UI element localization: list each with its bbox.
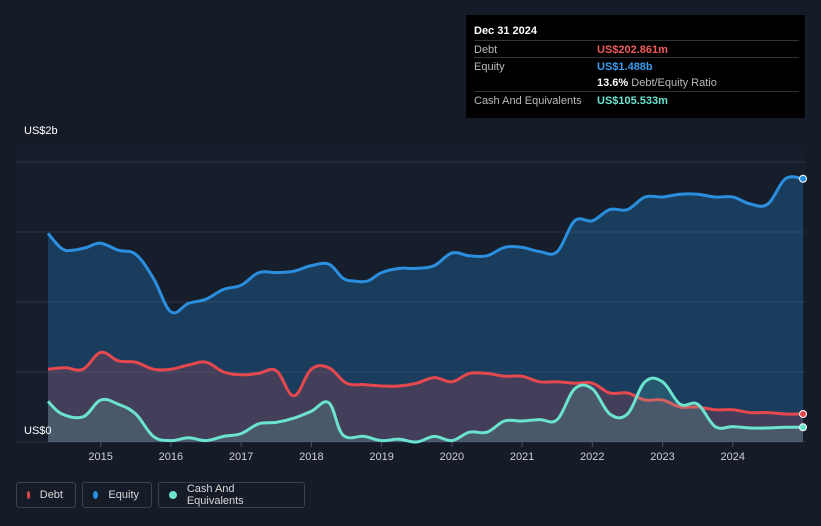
equity-line — [46, 175, 804, 315]
x-tick-label: 2016 — [158, 451, 184, 463]
grid-lines — [16, 161, 805, 443]
legend-item-cash[interactable]: Cash And Equivalents — [158, 482, 305, 508]
tooltip-debt-row: Debt US$202.861m — [474, 40, 799, 58]
debt-line — [47, 350, 804, 416]
tooltip-equity-value: US$1.488b — [597, 61, 653, 73]
end-markers — [799, 174, 807, 432]
x-tick-label: 2022 — [580, 451, 605, 463]
tooltip-debt-label: Debt — [474, 44, 498, 56]
x-tick-label: 2020 — [439, 451, 465, 463]
cash-end-point — [799, 423, 807, 432]
tooltip-equity-row: Equity US$1.488b — [474, 57, 799, 75]
series-layer — [46, 175, 804, 444]
tooltip-ratio-label: Debt/Equity Ratio — [631, 77, 717, 89]
tooltip-ratio: 13.6% Debt/Equity Ratio — [597, 77, 717, 89]
tooltip-date: Dec 31 2024 — [474, 25, 537, 37]
x-tick-label: 2023 — [650, 451, 675, 463]
tooltip-cash-value: US$105.533m — [597, 95, 668, 107]
tooltip-ratio-row: 13.6% Debt/Equity Ratio — [474, 74, 799, 91]
debt-dot-icon — [27, 491, 30, 499]
data-tooltip: Dec 31 2024 Debt US$202.861m Equity US$1… — [466, 15, 805, 118]
tooltip-ratio-value: 13.6% — [597, 77, 629, 89]
equity-end-point — [799, 174, 807, 183]
y-axis-top-label: US$2b — [24, 125, 58, 137]
x-tick-label: 2024 — [720, 451, 746, 463]
x-axis-ticks — [100, 442, 734, 447]
tooltip-equity-label: Equity — [474, 61, 505, 73]
tooltip-debt-value: US$202.861m — [597, 44, 668, 56]
cash-dot-icon — [169, 491, 177, 499]
x-tick-label: 2017 — [228, 451, 254, 463]
x-tick-label: 2015 — [88, 451, 113, 463]
tooltip-cash-label: Cash And Equivalents — [474, 95, 582, 107]
x-tick-label: 2019 — [369, 451, 394, 463]
equity-dot-icon — [93, 491, 99, 499]
y-axis-bottom-label: US$0 — [24, 425, 52, 437]
legend-item-debt[interactable]: Debt — [16, 482, 76, 508]
legend-item-equity[interactable]: Equity — [82, 482, 152, 508]
cash-line — [46, 376, 804, 444]
tooltip-cash-row: Cash And Equivalents US$105.533m — [474, 91, 799, 109]
legend-equity-label: Equity — [108, 489, 139, 501]
x-tick-label: 2021 — [509, 451, 535, 463]
x-tick-label: 2018 — [299, 451, 324, 463]
cash-area — [48, 378, 803, 443]
debt-end-point — [799, 410, 807, 418]
legend-debt-label: Debt — [39, 489, 63, 501]
chart-legend: Debt Equity Cash And Equivalents — [16, 482, 305, 510]
legend-cash-label: Cash And Equivalents — [186, 483, 244, 507]
